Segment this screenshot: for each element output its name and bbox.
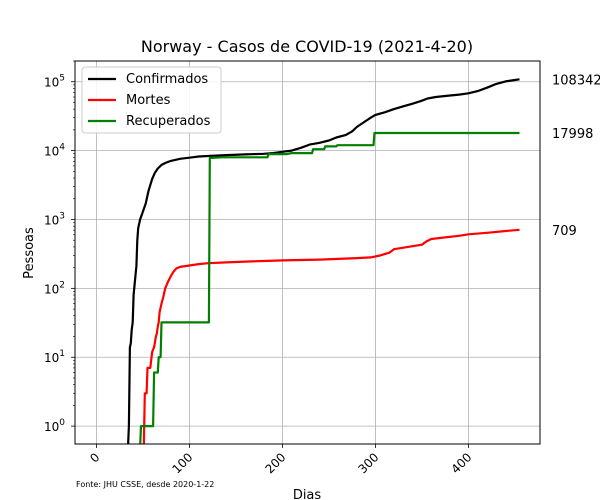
x-tick-label: 200 xyxy=(262,450,288,476)
x-tick-label: 100 xyxy=(169,450,195,476)
y-tick-label: 105 xyxy=(44,74,65,90)
end-label-recuperados: 17998 xyxy=(552,127,593,142)
legend-label-confirmados: Confirmados xyxy=(126,72,208,87)
footnote: Fonte: JHU CSSE, desde 2020-1-22 xyxy=(76,480,214,489)
y-tick-label: 100 xyxy=(44,418,65,434)
x-axis: 0 100 200 300 400 xyxy=(87,444,475,476)
end-labels: 108342 709 17998 xyxy=(552,73,600,238)
end-label-mortes: 709 xyxy=(552,224,577,239)
legend: Confirmados Mortes Recuperados xyxy=(81,66,222,134)
y-tick-label: 103 xyxy=(44,211,65,227)
legend-label-recuperados: Recuperados xyxy=(126,114,211,129)
plot-frame xyxy=(74,60,541,445)
end-label-confirmados: 108342 xyxy=(552,73,600,88)
legend-label-mortes: Mortes xyxy=(126,93,171,108)
x-tick-label: 300 xyxy=(355,450,381,476)
series-line-confirmados xyxy=(127,78,520,444)
x-axis-label: Dias xyxy=(293,488,322,500)
y-tick-label: 104 xyxy=(44,143,65,159)
y-axis-label: Pessoas xyxy=(22,227,37,279)
y-tick-label: 101 xyxy=(44,349,65,365)
legend-box xyxy=(81,66,222,134)
chart-title: Norway - Casos de COVID-19 (2021-4-20) xyxy=(141,37,473,56)
series-line-recuperados xyxy=(139,131,520,444)
series-line-mortes xyxy=(142,228,520,444)
y-tick-label: 102 xyxy=(44,280,65,296)
x-tick-label: 0 xyxy=(87,450,102,465)
y-axis: 100 101 102 103 104 105 xyxy=(44,60,75,434)
x-tick-label: 400 xyxy=(448,450,474,476)
plot-area xyxy=(127,78,520,444)
